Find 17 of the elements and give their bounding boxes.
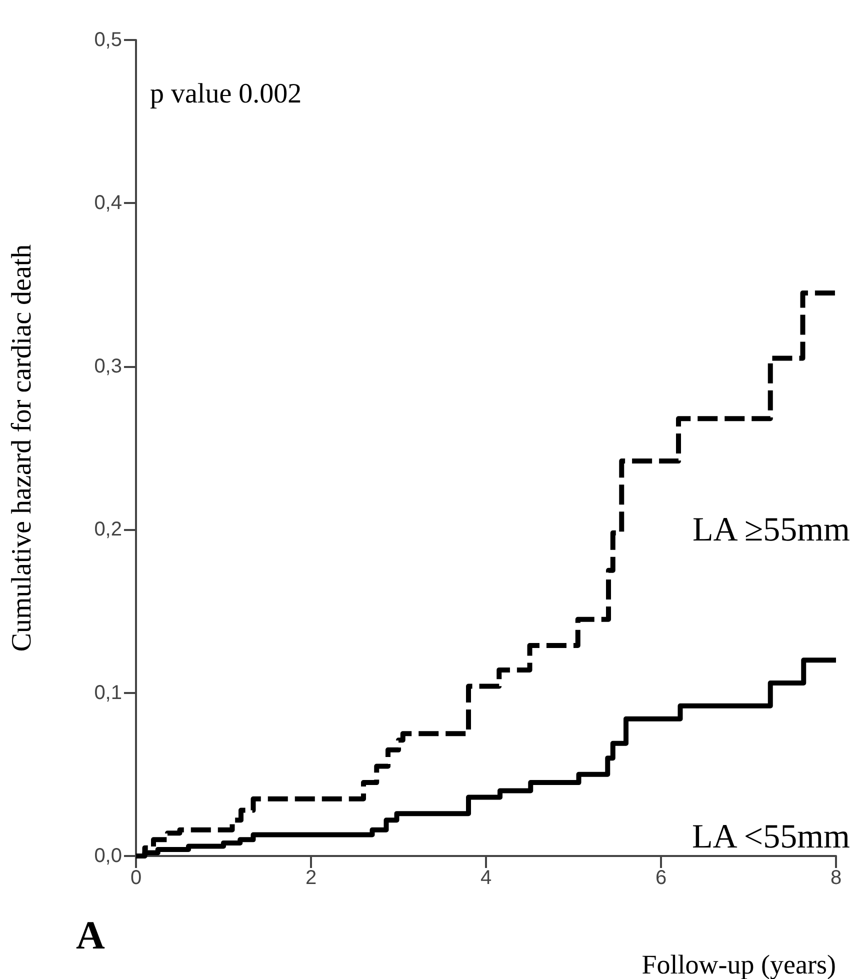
x-tick-label: 2 [305,867,317,889]
y-tick-label: 0,5 [94,29,122,51]
y-tick-label: 0,0 [94,845,122,867]
annotation: p value 0.002 [150,78,302,110]
x-axis-title: Follow-up (years) [642,950,836,979]
x-tick-label: 0 [130,867,142,889]
y-tick-label: 0,4 [94,192,122,214]
text: A [76,912,105,958]
x-tick-label: 4 [480,867,492,889]
y-axis-title: Cumulative hazard for cardiac death [6,244,38,652]
y-tick-label: 0,2 [94,518,122,541]
text: LA <55mm [692,818,850,856]
series-label: LA ≥55mm [692,511,850,548]
y-tick-label: 0,1 [94,682,122,704]
x-tick-label: 6 [655,867,667,889]
x-tick-label: 8 [830,867,842,889]
y-tick-label: 0,3 [94,355,122,378]
